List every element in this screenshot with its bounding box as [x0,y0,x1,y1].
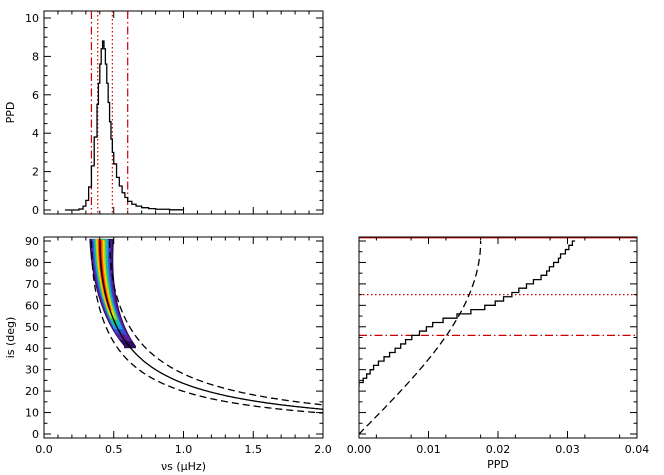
density-map [89,238,136,349]
bottom-left-panel-ytick-label: 10 [25,407,39,420]
top-panel-histogram [64,40,185,211]
bottom-right-panel-xtick-label: 0.01 [416,443,441,456]
bottom-left-panel-xtick-label: 1.0 [175,443,193,456]
bottom-left-panel-ytick-label: 60 [25,299,39,312]
panel-bottom-right: 0.00 0.01 0.02 0.03 0.04 PPD [347,236,650,471]
bottom-left-panel-xtick-label: 2.0 [314,443,332,456]
density-contour [98,238,110,307]
bottom-right-histogram [359,240,576,387]
prior-curve [359,241,482,435]
bottom-left-panel-frame [43,236,324,439]
bottom-left-panel-ytick-label: 40 [25,342,39,355]
bottom-left-panel-xtick-label: 0.0 [35,443,53,456]
top-panel-frame [43,10,324,215]
top-panel-ylabel: PPD [4,102,17,124]
projection-curve-bound [108,240,323,406]
bottom-left-panel-ytick-label: 30 [25,364,39,377]
bottom-right-panel-xtick-label: 0.03 [555,443,580,456]
top-panel-ytick-label: 10 [25,12,39,25]
bottom-left-panel-ytick-label: 70 [25,278,39,291]
bottom-left-ylabel: is (deg) [4,317,17,359]
bottom-right-panel-frame [358,236,638,439]
top-panel-ytick-label: 0 [32,204,39,217]
bottom-left-panel-ytick-label: 0 [32,428,39,441]
panel-top: 0 2 4 6 8 10 PPD [4,10,324,217]
top-panel-ytick-label: 6 [32,89,39,102]
bottom-left-panel-ytick-label: 50 [25,321,39,334]
bottom-right-panel-xtick-label: 0.04 [625,443,650,456]
top-panel-ytick-label: 4 [32,127,39,140]
panel-bottom-left: 0.0 0.5 1.0 1.5 2.0 0 10 20 30 40 50 60 70 80 90 νs (μH… [4,235,332,473]
bottom-left-panel-ytick-label: 80 [25,256,39,269]
projection-curve-bound [90,240,323,414]
bottom-left-panel-ytick-label: 20 [25,385,39,398]
bottom-right-panel-xtick-label: 0.00 [347,443,372,456]
bottom-left-panel-xtick-label: 1.5 [245,443,263,456]
projection-curve [99,240,323,410]
bottom-left-panel-xtick-label: 0.5 [105,443,123,456]
top-panel-ytick-label: 2 [32,166,39,179]
bottom-left-panel-ytick-label: 90 [25,235,39,248]
bottom-right-xlabel: PPD [487,458,509,471]
bottom-right-panel-xtick-label: 0.02 [486,443,511,456]
bottom-left-xlabel: νs (μHz) [161,460,206,473]
top-panel-ytick-label: 8 [32,50,39,63]
